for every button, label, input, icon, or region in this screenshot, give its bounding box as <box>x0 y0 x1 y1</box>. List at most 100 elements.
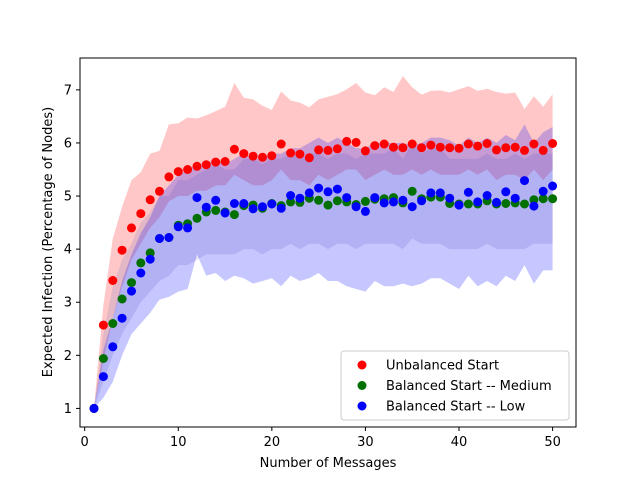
point-unbalanced-start <box>370 141 380 151</box>
point-balanced-start-low <box>98 372 108 382</box>
point-unbalanced-start <box>127 223 136 233</box>
legend-label-unbalanced-start: Unbalanced Start <box>386 359 499 374</box>
x-tick-label: 30 <box>357 435 374 450</box>
legend: Unbalanced Start Balanced Start -- Medium… <box>340 350 570 421</box>
point-unbalanced-start <box>314 145 324 155</box>
point-unbalanced-start <box>454 143 464 153</box>
point-balanced-start-medium <box>520 199 529 209</box>
point-unbalanced-start <box>360 146 370 156</box>
point-balanced-start-low <box>258 202 267 212</box>
point-balanced-start-low <box>360 206 370 216</box>
point-balanced-start-medium <box>529 195 539 205</box>
point-balanced-start-low <box>454 200 464 210</box>
point-unbalanced-start <box>520 145 529 155</box>
point-unbalanced-start <box>304 153 314 163</box>
point-balanced-start-medium <box>463 199 473 209</box>
point-unbalanced-start <box>201 160 211 170</box>
y-tick-label: 7 <box>64 83 72 98</box>
point-balanced-start-low <box>492 197 501 207</box>
point-balanced-start-low <box>248 204 258 214</box>
y-tick-label: 6 <box>64 136 72 151</box>
point-balanced-start-low <box>136 268 146 278</box>
point-unbalanced-start <box>220 157 230 166</box>
point-balanced-start-low <box>332 184 342 194</box>
x-tick-label: 20 <box>264 435 281 450</box>
point-balanced-start-low <box>370 193 380 203</box>
point-balanced-start-low <box>239 199 249 208</box>
point-balanced-start-medium <box>548 194 558 204</box>
point-balanced-start-low <box>501 187 511 197</box>
point-balanced-start-low <box>314 183 324 193</box>
point-unbalanced-start <box>548 139 558 148</box>
point-unbalanced-start <box>398 143 408 153</box>
legend-label-balanced-start-medium: Balanced Start -- Medium <box>386 379 552 394</box>
point-unbalanced-start <box>267 151 277 161</box>
point-unbalanced-start <box>407 139 417 149</box>
point-balanced-start-medium <box>136 258 146 268</box>
x-axis-label: Number of Messages <box>260 456 397 471</box>
point-unbalanced-start <box>473 141 483 151</box>
point-balanced-start-low <box>463 187 473 197</box>
point-balanced-start-low <box>389 197 398 207</box>
point-balanced-start-medium <box>360 196 370 206</box>
point-unbalanced-start <box>108 276 118 285</box>
point-balanced-start-low <box>304 188 314 198</box>
point-balanced-start-low <box>164 233 174 242</box>
point-unbalanced-start <box>538 145 548 155</box>
point-unbalanced-start <box>529 139 539 149</box>
point-unbalanced-start <box>164 172 174 182</box>
point-balanced-start-low <box>117 313 127 323</box>
x-axis-ticks: 0 10 20 30 40 50 <box>81 427 561 450</box>
point-unbalanced-start <box>117 245 127 255</box>
point-balanced-start-medium <box>127 278 136 288</box>
point-balanced-start-medium <box>108 319 118 328</box>
point-unbalanced-start <box>229 144 239 154</box>
legend-box <box>340 350 570 421</box>
point-balanced-start-low <box>108 342 118 352</box>
x-tick-label: 0 <box>81 435 89 450</box>
point-balanced-start-medium <box>323 200 333 210</box>
series-unbalanced-start <box>89 136 558 413</box>
point-balanced-start-low <box>445 193 455 203</box>
point-unbalanced-start <box>145 195 155 205</box>
point-balanced-start-low <box>229 199 239 208</box>
y-axis-label: Expected Infection (Percentage of Nodes) <box>41 107 56 377</box>
point-unbalanced-start <box>98 320 108 330</box>
point-unbalanced-start <box>332 144 342 154</box>
point-balanced-start-low <box>417 196 427 206</box>
point-balanced-start-low <box>379 198 389 208</box>
point-balanced-start-low <box>201 202 211 212</box>
point-balanced-start-medium <box>538 194 548 204</box>
point-unbalanced-start <box>342 136 352 146</box>
point-balanced-start-medium <box>332 196 342 206</box>
legend-marker-balanced-start-medium <box>357 381 367 390</box>
point-balanced-start-low <box>482 191 492 200</box>
point-balanced-start-medium <box>229 210 239 220</box>
point-unbalanced-start <box>155 186 164 196</box>
point-balanced-start-medium <box>117 294 127 304</box>
y-tick-label: 3 <box>64 296 72 311</box>
point-balanced-start-low <box>398 195 408 205</box>
point-balanced-start-low <box>211 195 221 205</box>
point-balanced-start-low <box>548 181 558 191</box>
point-balanced-start-low <box>323 187 333 197</box>
y-tick-label: 4 <box>64 243 72 258</box>
point-balanced-start-low <box>145 254 155 264</box>
point-balanced-start-medium <box>314 195 324 205</box>
point-unbalanced-start <box>435 142 445 152</box>
y-tick-label: 5 <box>64 190 72 205</box>
point-unbalanced-start <box>463 139 473 149</box>
point-unbalanced-start <box>295 149 305 159</box>
point-unbalanced-start <box>510 142 520 152</box>
point-balanced-start-low <box>267 199 277 209</box>
legend-marker-balanced-start-low <box>357 401 367 411</box>
point-balanced-start-low <box>342 193 352 203</box>
y-tick-label: 2 <box>64 349 72 364</box>
point-balanced-start-low <box>510 193 520 203</box>
band-unbalanced-start <box>94 76 553 409</box>
point-unbalanced-start <box>389 142 398 152</box>
point-unbalanced-start <box>417 143 427 153</box>
point-balanced-start-medium <box>286 197 296 207</box>
x-tick-label: 40 <box>451 435 468 450</box>
